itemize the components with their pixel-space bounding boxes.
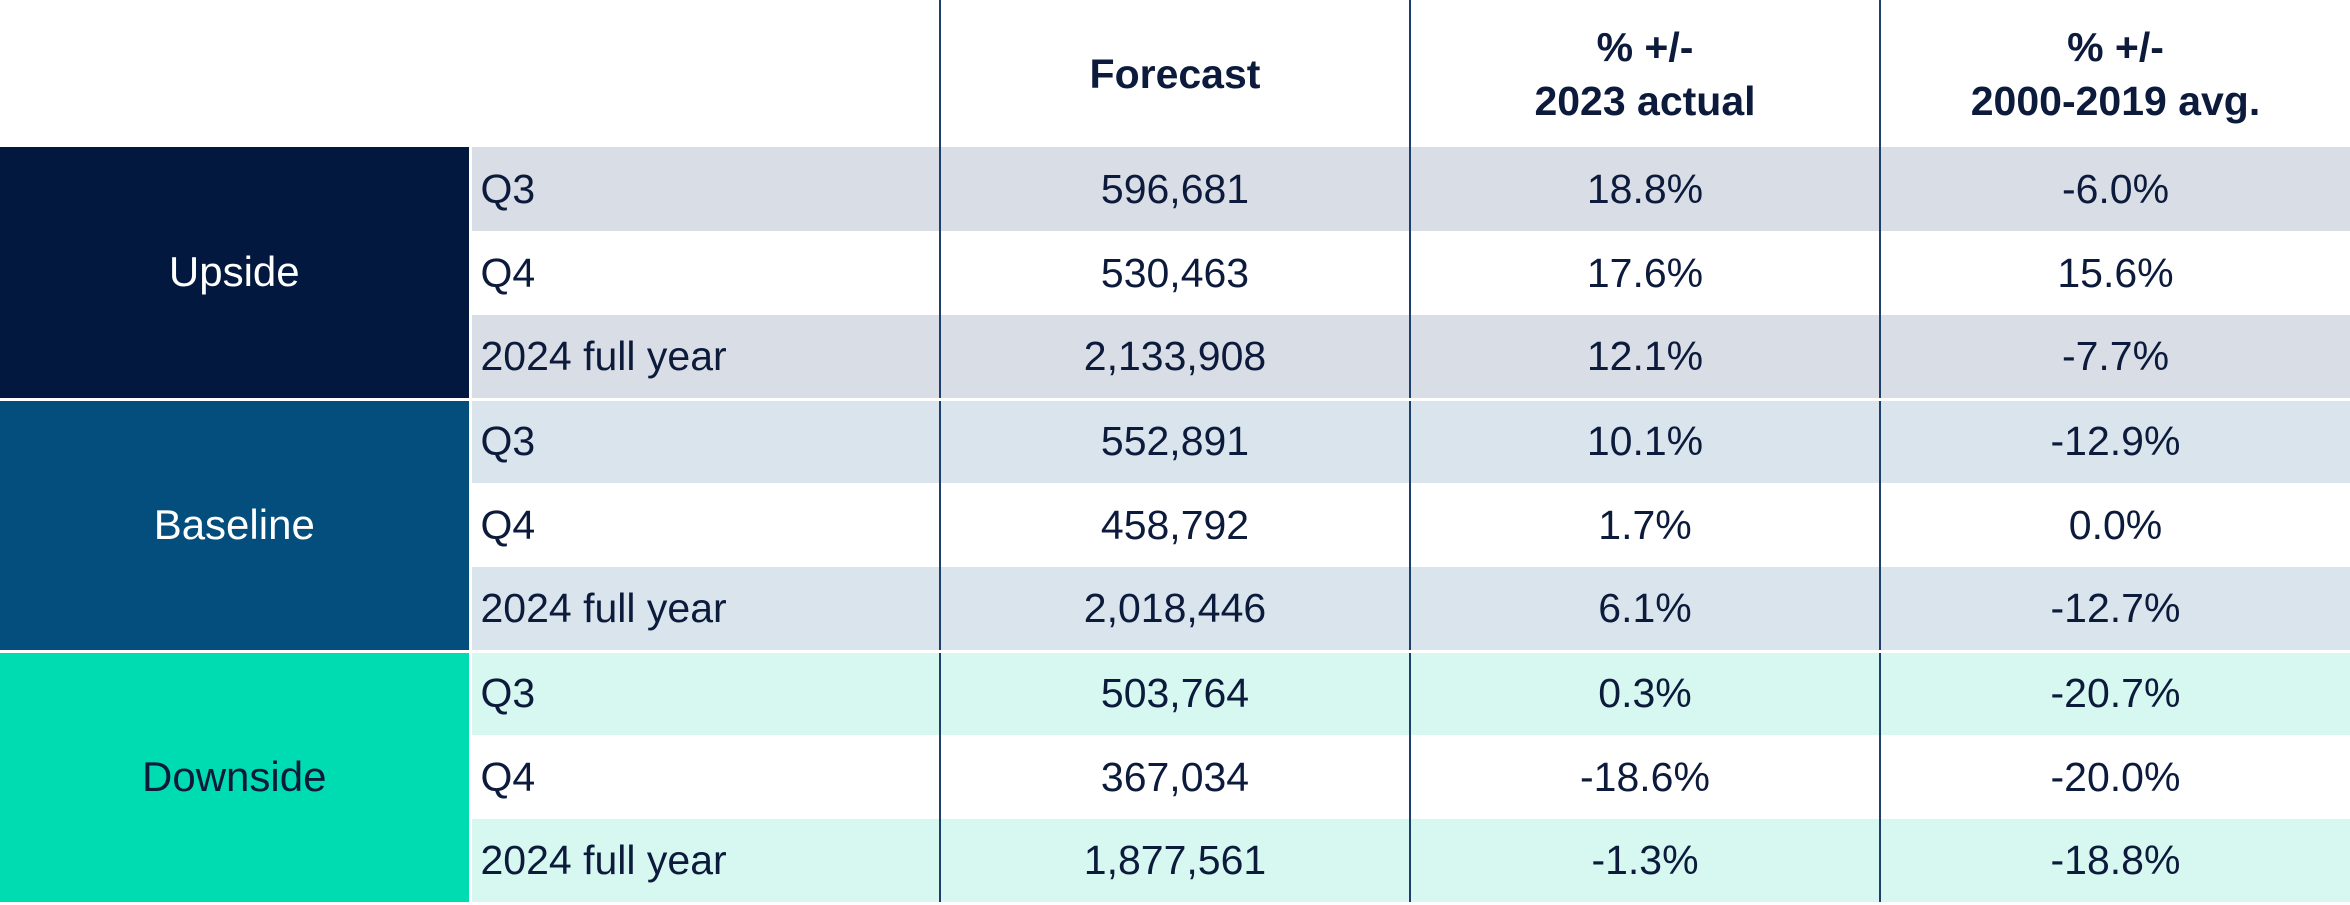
header-vs-avg-line1: % +/- [2067, 23, 2164, 70]
vs-avg-cell: -18.8% [1879, 819, 2350, 905]
forecast-cell: 530,463 [939, 231, 1410, 315]
vs-avg-cell: -12.9% [1879, 399, 2350, 483]
vs-avg-cell: 15.6% [1879, 231, 2350, 315]
period-cell: 2024 full year [470, 315, 940, 401]
header-forecast: Forecast [939, 0, 1410, 147]
table-body: Upside Q3 596,681 18.8% -6.0% Q4 530,463 17.6% 1… [0, 147, 2350, 905]
header-vs-avg-line2: 2000-2019 avg. [1970, 77, 2261, 124]
vs-2023-cell: 10.1% [1409, 399, 1880, 483]
scenario-label-downside: Downside [0, 651, 472, 905]
header-scenario-blank [0, 0, 470, 147]
period-cell: Q4 [470, 483, 940, 567]
table-row: Q4 458,792 1.7% 0.0% [0, 483, 2350, 567]
forecast-cell: 2,018,446 [939, 567, 1410, 653]
table-row: Q4 367,034 -18.6% -20.0% [0, 735, 2350, 819]
vs-2023-cell: -1.3% [1409, 819, 1880, 905]
forecast-cell: 1,877,561 [939, 819, 1410, 905]
period-cell: Q3 [470, 651, 940, 735]
header-vs-2023-line1: % +/- [1596, 23, 1694, 70]
vs-avg-cell: -12.7% [1879, 567, 2350, 653]
vs-avg-cell: -20.0% [1879, 735, 2350, 819]
forecast-cell: 2,133,908 [939, 315, 1410, 401]
vs-avg-cell: 0.0% [1879, 483, 2350, 567]
table-row: Q4 530,463 17.6% 15.6% [0, 231, 2350, 315]
header-vs-2023-line2: 2023 actual [1534, 77, 1756, 124]
forecast-cell: 503,764 [939, 651, 1410, 735]
period-cell: 2024 full year [470, 819, 940, 905]
forecast-cell: 596,681 [939, 147, 1410, 231]
forecast-cell: 552,891 [939, 399, 1410, 483]
table-row: 2024 full year 1,877,561 -1.3% -18.8% [0, 819, 2350, 905]
header-vs-2023: % +/- 2023 actual [1409, 0, 1880, 147]
vs-avg-cell: -20.7% [1879, 651, 2350, 735]
period-cell: Q4 [470, 735, 940, 819]
vs-avg-cell: -7.7% [1879, 315, 2350, 401]
vs-2023-cell: 18.8% [1409, 147, 1880, 231]
table-row: Upside Q3 596,681 18.8% -6.0% [0, 147, 2350, 401]
period-cell: Q3 [470, 399, 940, 483]
vs-2023-cell: 17.6% [1409, 231, 1880, 315]
table-row: Downside Q3 503,764 0.3% -20.7% [0, 651, 2350, 905]
forecast-cell: 367,034 [939, 735, 1410, 819]
forecast-cell: 458,792 [939, 483, 1410, 567]
table-row: 2024 full year 2,133,908 12.1% -7.7% [0, 315, 2350, 401]
vs-2023-cell: 6.1% [1409, 567, 1880, 653]
header-forecast-label: Forecast [1089, 50, 1261, 97]
period-cell: 2024 full year [470, 567, 940, 653]
vs-2023-cell: 0.3% [1409, 651, 1880, 735]
scenario-label-baseline: Baseline [0, 399, 472, 653]
scenario-label-upside: Upside [0, 147, 472, 401]
period-cell: Q4 [470, 231, 940, 315]
vs-2023-cell: 1.7% [1409, 483, 1880, 567]
vs-2023-cell: -18.6% [1409, 735, 1880, 819]
vs-avg-cell: -6.0% [1879, 147, 2350, 231]
header-vs-avg: % +/- 2000-2019 avg. [1879, 0, 2350, 147]
period-cell: Q3 [470, 147, 940, 231]
table-row: 2024 full year 2,018,446 6.1% -12.7% [0, 567, 2350, 653]
vs-2023-cell: 12.1% [1409, 315, 1880, 401]
table-row: Baseline Q3 552,891 10.1% -12.9% [0, 399, 2350, 653]
header-period-blank [470, 0, 940, 147]
header-row: Forecast % +/- 2023 actual % +/- 2000-20… [0, 0, 2350, 147]
